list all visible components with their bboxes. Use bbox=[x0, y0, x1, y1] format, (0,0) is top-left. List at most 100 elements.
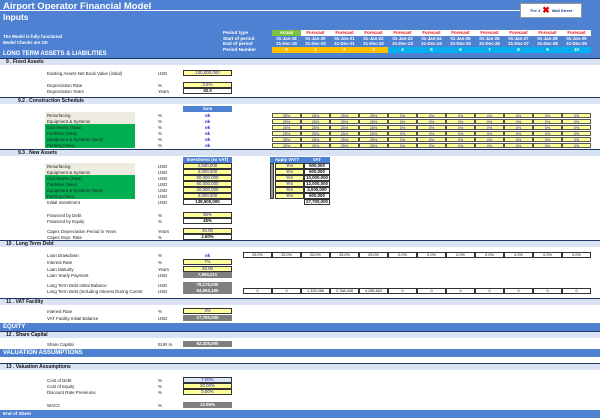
end-date-cell[interactable]: 31-Dec-26 bbox=[479, 41, 500, 46]
grid-cell[interactable]: 25% bbox=[330, 113, 359, 119]
grid-cell[interactable]: 25% bbox=[359, 119, 388, 125]
period-number-cell[interactable]: 3 bbox=[359, 47, 388, 53]
period-type-cell[interactable]: Forecast bbox=[475, 30, 504, 36]
grid-cell[interactable]: 0% bbox=[504, 137, 533, 143]
period-number-cell[interactable]: 4 bbox=[388, 47, 417, 53]
grid-cell[interactable]: 0% bbox=[504, 119, 533, 125]
grid-cell[interactable]: 25% bbox=[359, 143, 388, 149]
grid-cell[interactable]: 25% bbox=[272, 125, 301, 131]
grid-cell[interactable]: 0% bbox=[504, 125, 533, 131]
investment-input[interactable]: 20,000,000 bbox=[183, 187, 232, 193]
period-number-cell[interactable]: 8 bbox=[504, 47, 533, 53]
start-date-cell[interactable]: 01-Jan-29 bbox=[566, 36, 587, 41]
grid-cell[interactable]: 25% bbox=[301, 143, 330, 149]
grid-cell[interactable]: 0% bbox=[388, 113, 417, 119]
period-type-cell[interactable]: Forecast bbox=[330, 30, 359, 36]
grid-cell[interactable]: 0% bbox=[388, 119, 417, 125]
grid-cell[interactable]: 0% bbox=[504, 131, 533, 137]
end-date-cell[interactable]: 31-Dec-20 bbox=[305, 41, 326, 46]
start-date-cell[interactable]: 01-Jan-26 bbox=[479, 36, 500, 41]
start-date-cell[interactable]: 01-Jan-21 bbox=[334, 36, 355, 41]
investment-input[interactable]: 3,000,000 bbox=[183, 169, 232, 175]
period-number-cell[interactable]: 0 bbox=[272, 47, 301, 53]
period-type-cell[interactable]: Forecast bbox=[359, 30, 388, 36]
grid-cell[interactable]: 25% bbox=[301, 125, 330, 131]
period-type-cell[interactable]: Forecast bbox=[301, 30, 330, 36]
grid-cell[interactable]: 0% bbox=[446, 137, 475, 143]
investment-input[interactable]: 60,000,000 bbox=[183, 181, 232, 187]
start-date-cell[interactable]: 01-Jan-27 bbox=[508, 36, 529, 41]
grid-cell[interactable]: 0% bbox=[504, 113, 533, 119]
capex-period-input[interactable]: 40.00 bbox=[183, 228, 232, 234]
grid-cell[interactable]: 0% bbox=[475, 143, 504, 149]
end-date-cell[interactable]: 31-Dec-22 bbox=[363, 41, 384, 46]
grid-cell[interactable]: 0% bbox=[446, 125, 475, 131]
end-date-cell[interactable]: 31-Dec-19 bbox=[276, 41, 297, 46]
grid-cell[interactable]: 25% bbox=[359, 125, 388, 131]
period-number-cell[interactable]: 7 bbox=[475, 47, 504, 53]
start-date-cell[interactable]: 01-Jan-25 bbox=[450, 36, 471, 41]
grid-cell[interactable]: 0% bbox=[417, 137, 446, 143]
period-type-cell[interactable]: Forecast bbox=[504, 30, 533, 36]
grid-cell[interactable]: 25% bbox=[359, 131, 388, 137]
apply-vat-input[interactable]: Yes bbox=[275, 193, 304, 199]
cost-of-equity-input[interactable]: 20.00% bbox=[183, 383, 232, 389]
investment-input[interactable]: 2,500,000 bbox=[183, 163, 232, 169]
grid-cell[interactable]: 25% bbox=[330, 125, 359, 131]
start-date-cell[interactable]: 01-Jan-23 bbox=[392, 36, 413, 41]
period-number-cell[interactable]: 1 bbox=[301, 47, 330, 53]
grid-cell[interactable]: 0% bbox=[475, 113, 504, 119]
grid-cell[interactable]: 0% bbox=[533, 113, 562, 119]
grid-cell[interactable]: 0% bbox=[446, 119, 475, 125]
grid-cell[interactable]: 0% bbox=[388, 125, 417, 131]
grid-cell[interactable]: 0% bbox=[533, 119, 562, 125]
end-date-cell[interactable]: 31-Dec-25 bbox=[450, 41, 471, 46]
existing-assets-input[interactable]: 100,000,000 bbox=[183, 70, 232, 76]
financed-debt-input[interactable]: 55% bbox=[183, 212, 232, 218]
period-number-cell[interactable]: 6 bbox=[446, 47, 475, 53]
grid-cell[interactable]: 0% bbox=[417, 119, 446, 125]
grid-cell[interactable]: 25% bbox=[272, 131, 301, 137]
grid-cell[interactable]: 0% bbox=[388, 131, 417, 137]
end-date-cell[interactable]: 31-Dec-24 bbox=[421, 41, 442, 46]
grid-cell[interactable]: 0% bbox=[533, 125, 562, 131]
cost-of-debt-input[interactable]: 7.00% bbox=[183, 377, 232, 383]
grid-cell[interactable]: 0% bbox=[562, 125, 591, 131]
grid-cell[interactable]: 0% bbox=[446, 131, 475, 137]
start-date-cell[interactable]: 01-Jan-20 bbox=[305, 36, 326, 41]
grid-cell[interactable]: 0% bbox=[475, 131, 504, 137]
period-type-cell[interactable]: Actual bbox=[272, 30, 301, 36]
grid-cell[interactable]: 0% bbox=[446, 113, 475, 119]
grid-cell[interactable]: 0% bbox=[475, 119, 504, 125]
grid-cell[interactable]: 0% bbox=[475, 125, 504, 131]
apply-vat-input[interactable]: Yes bbox=[275, 181, 304, 187]
vat-interest-input[interactable]: 4% bbox=[183, 308, 232, 314]
grid-cell[interactable]: 0% bbox=[562, 113, 591, 119]
grid-cell[interactable]: 25% bbox=[301, 113, 330, 119]
apply-vat-input[interactable]: Yes bbox=[275, 169, 304, 175]
grid-cell[interactable]: 25% bbox=[272, 137, 301, 143]
grid-cell[interactable]: 25% bbox=[301, 131, 330, 137]
end-date-cell[interactable]: 31-Dec-23 bbox=[392, 41, 413, 46]
grid-cell[interactable]: 0% bbox=[388, 143, 417, 149]
grid-cell[interactable]: 0% bbox=[562, 137, 591, 143]
grid-cell[interactable]: 0% bbox=[475, 137, 504, 143]
apply-vat-input[interactable]: Yes bbox=[275, 187, 304, 193]
end-date-cell[interactable]: 31-Dec-21 bbox=[334, 41, 355, 46]
grid-cell[interactable]: 0% bbox=[446, 143, 475, 149]
grid-cell[interactable]: 0% bbox=[417, 125, 446, 131]
period-type-cell[interactable]: Forecast bbox=[562, 30, 591, 36]
grid-cell[interactable]: 0% bbox=[417, 143, 446, 149]
loan-maturity-input[interactable]: 20.00 bbox=[183, 266, 232, 272]
end-date-cell[interactable]: 31-Dec-28 bbox=[537, 41, 558, 46]
period-type-cell[interactable]: Forecast bbox=[417, 30, 446, 36]
end-date-cell[interactable]: 31-Dec-29 bbox=[566, 41, 587, 46]
grid-cell[interactable]: 0% bbox=[562, 119, 591, 125]
grid-cell[interactable]: 25% bbox=[301, 137, 330, 143]
grid-cell[interactable]: 0% bbox=[533, 131, 562, 137]
period-type-cell[interactable]: Forecast bbox=[446, 30, 475, 36]
grid-cell[interactable]: 25% bbox=[272, 113, 301, 119]
start-date-cell[interactable]: 01-Jan-22 bbox=[363, 36, 384, 41]
period-type-cell[interactable]: Forecast bbox=[533, 30, 562, 36]
dep-rate-input[interactable]: 2.5% bbox=[183, 82, 232, 88]
